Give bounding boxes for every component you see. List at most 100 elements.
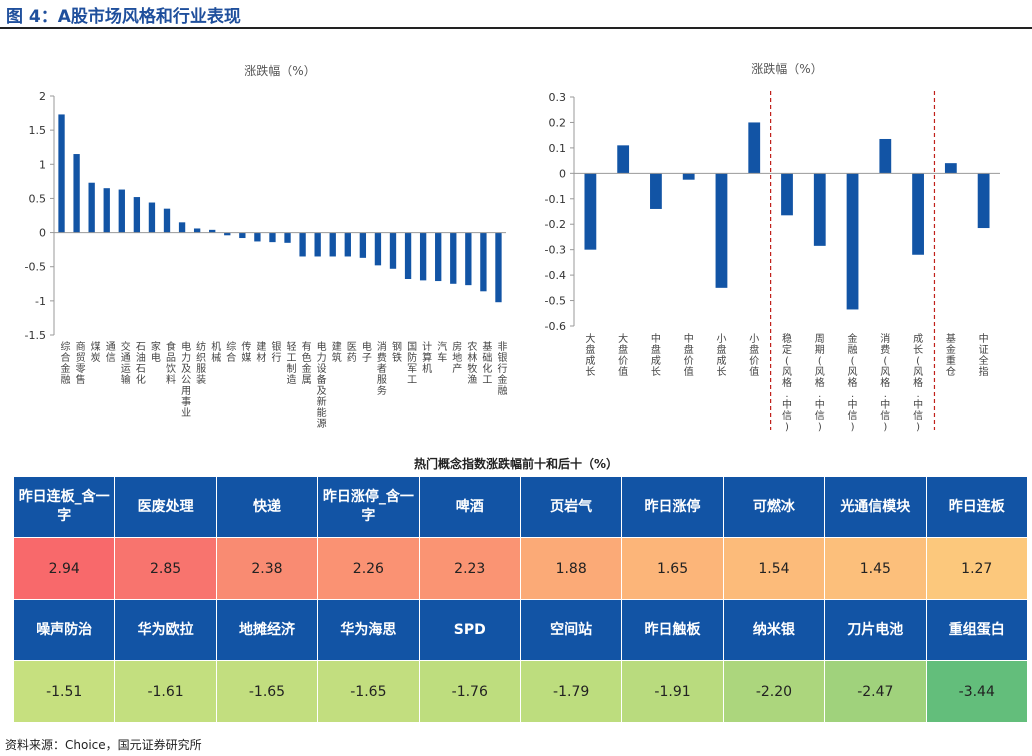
y-tick-label: 0: [559, 167, 566, 180]
category-label: 煤炭: [91, 340, 101, 364]
category-label: 中盘价值: [684, 332, 694, 378]
category-label: 周期(风格.中信): [815, 333, 825, 433]
y-tick-label: 1.5: [29, 124, 47, 137]
bar: [846, 173, 859, 310]
category-label: 小盘价值: [749, 333, 759, 378]
bottom-concept-value: -1.65: [215, 660, 319, 723]
y-tick-label: 1: [39, 158, 46, 171]
bar: [977, 173, 990, 229]
bar: [88, 182, 95, 233]
top-concept-value: 1.65: [621, 537, 724, 600]
bottom-concept-value: -2.47: [824, 660, 927, 723]
category-label: 商贸零售: [76, 340, 86, 386]
bar: [650, 173, 662, 209]
category-label: 小盘成长: [716, 333, 726, 378]
bottom-concept-name: 纳米银: [722, 599, 826, 661]
top-concept-value: 2.94: [12, 537, 116, 600]
category-label: 机械: [211, 340, 221, 364]
bottom-concept-name: 刀片电池: [824, 599, 927, 661]
bar: [389, 232, 397, 269]
bar: [58, 114, 65, 233]
bar: [224, 232, 231, 236]
industry-bar-chart: 涨跌幅（%） 2 1.5 1 0.5 0 -0.5 -1 -1.5 综合金融商贸零售煤炭通信交通运…: [25, 63, 508, 430]
y-tick-label: -1.5: [25, 329, 46, 342]
top-concept-value: 2.38: [215, 537, 319, 600]
bar: [163, 208, 171, 233]
top-names-row: 昨日连板_含一字 医废处理 快递 昨日涨停_含一字 啤酒 页岩气 昨日涨停 可燃冰 光通信模块昨…: [12, 476, 1029, 538]
bar: [879, 138, 892, 174]
bottom-concept-value: -3.44: [925, 660, 1029, 723]
category-label: 钢铁: [392, 340, 402, 364]
bar: [813, 173, 826, 246]
top-concept-value: 2.26: [317, 537, 420, 600]
top-concept-name: 光通信模块: [824, 476, 927, 538]
category-label: 有色金属: [302, 340, 312, 386]
bottom-concept-value: -1.91: [621, 660, 724, 723]
category-label: 大盘成长: [585, 332, 595, 378]
bar: [209, 229, 216, 233]
category-label: 房地产: [452, 340, 462, 375]
bar: [912, 173, 924, 255]
bar: [103, 188, 110, 233]
y-tick-label: 2: [39, 90, 46, 103]
category-label: 银行: [271, 340, 281, 364]
top-concept-name: 页岩气: [519, 476, 623, 538]
category-label: 医药: [347, 341, 357, 364]
bottom-concept-name: 重组蛋白: [925, 599, 1029, 661]
top-concept-name: 昨日连板_含一字: [12, 476, 116, 538]
category-label: 建材: [256, 340, 266, 364]
bar: [299, 232, 306, 257]
bottom-concept-name: 地摊经济: [215, 599, 319, 661]
top-concept-value: 1.27: [925, 537, 1029, 600]
bar: [715, 173, 728, 288]
bar: [344, 232, 351, 257]
figure-title: 图 4：A股市场风格和行业表现: [6, 7, 241, 27]
bar: [944, 163, 957, 174]
y-tick-label: -0.5: [545, 295, 566, 308]
top-concept-value: 2.85: [114, 537, 217, 600]
bar: [435, 232, 442, 282]
bar: [480, 232, 487, 292]
top-concept-name: 可燃冰: [722, 476, 826, 538]
top-concept-value: 1.88: [519, 537, 623, 600]
bar: [73, 154, 80, 233]
bar: [133, 197, 141, 233]
category-label: 家电: [151, 340, 161, 364]
category-label: 交通运输: [121, 340, 131, 386]
category-label: 消费(风格.中信): [880, 332, 890, 433]
category-label: 建筑: [332, 340, 342, 364]
category-label: 综合金融: [61, 340, 71, 386]
y-tick-label: -0.6: [545, 320, 566, 333]
category-label: 石油石化: [136, 342, 146, 386]
category-label: 轻工制造: [287, 340, 297, 386]
top-values-row: 2.94 2.85 2.38 2.26 2.23 1.88 1.65 1.54 1.45 1.27: [12, 537, 1029, 600]
bar: [465, 232, 472, 286]
category-label: 农林牧渔: [467, 340, 477, 386]
bar: [239, 232, 246, 239]
chart-title: 涨跌幅（%）: [751, 61, 822, 76]
y-tick-label: -1: [35, 295, 46, 308]
y-tick-label: -0.3: [545, 244, 566, 257]
y-tick-label: 0.2: [549, 116, 567, 129]
category-label: 金融(风格.中信): [848, 332, 858, 433]
bar: [193, 228, 201, 233]
top-concept-name: 医废处理: [114, 476, 217, 538]
bottom-concept-name: 昨日触板: [621, 599, 724, 661]
bar: [178, 222, 186, 233]
bar: [682, 173, 695, 180]
category-label: 传媒: [241, 341, 251, 364]
category-label: 基础化工: [482, 340, 492, 386]
bar: [284, 232, 291, 243]
top-concept-value: 1.45: [824, 537, 927, 600]
title-divider: [0, 27, 1032, 29]
category-label: 国防军工: [407, 341, 417, 386]
bar: [254, 232, 261, 242]
top-concept-name: 昨日涨停: [621, 476, 724, 538]
category-label: 中盘成长: [651, 332, 661, 378]
category-label: 中证全指: [979, 332, 989, 378]
bar: [269, 232, 276, 243]
style-bar-chart: 涨跌幅（%） 0.3 0.2 0.1 0 -0.1 -0.2 -0.3 -0.4 -0.5 -0.6…: [545, 61, 1000, 433]
category-label: 计算机: [422, 340, 432, 375]
category-label: 消费者服务: [377, 340, 387, 397]
bottom-concept-value: -1.65: [317, 660, 420, 723]
